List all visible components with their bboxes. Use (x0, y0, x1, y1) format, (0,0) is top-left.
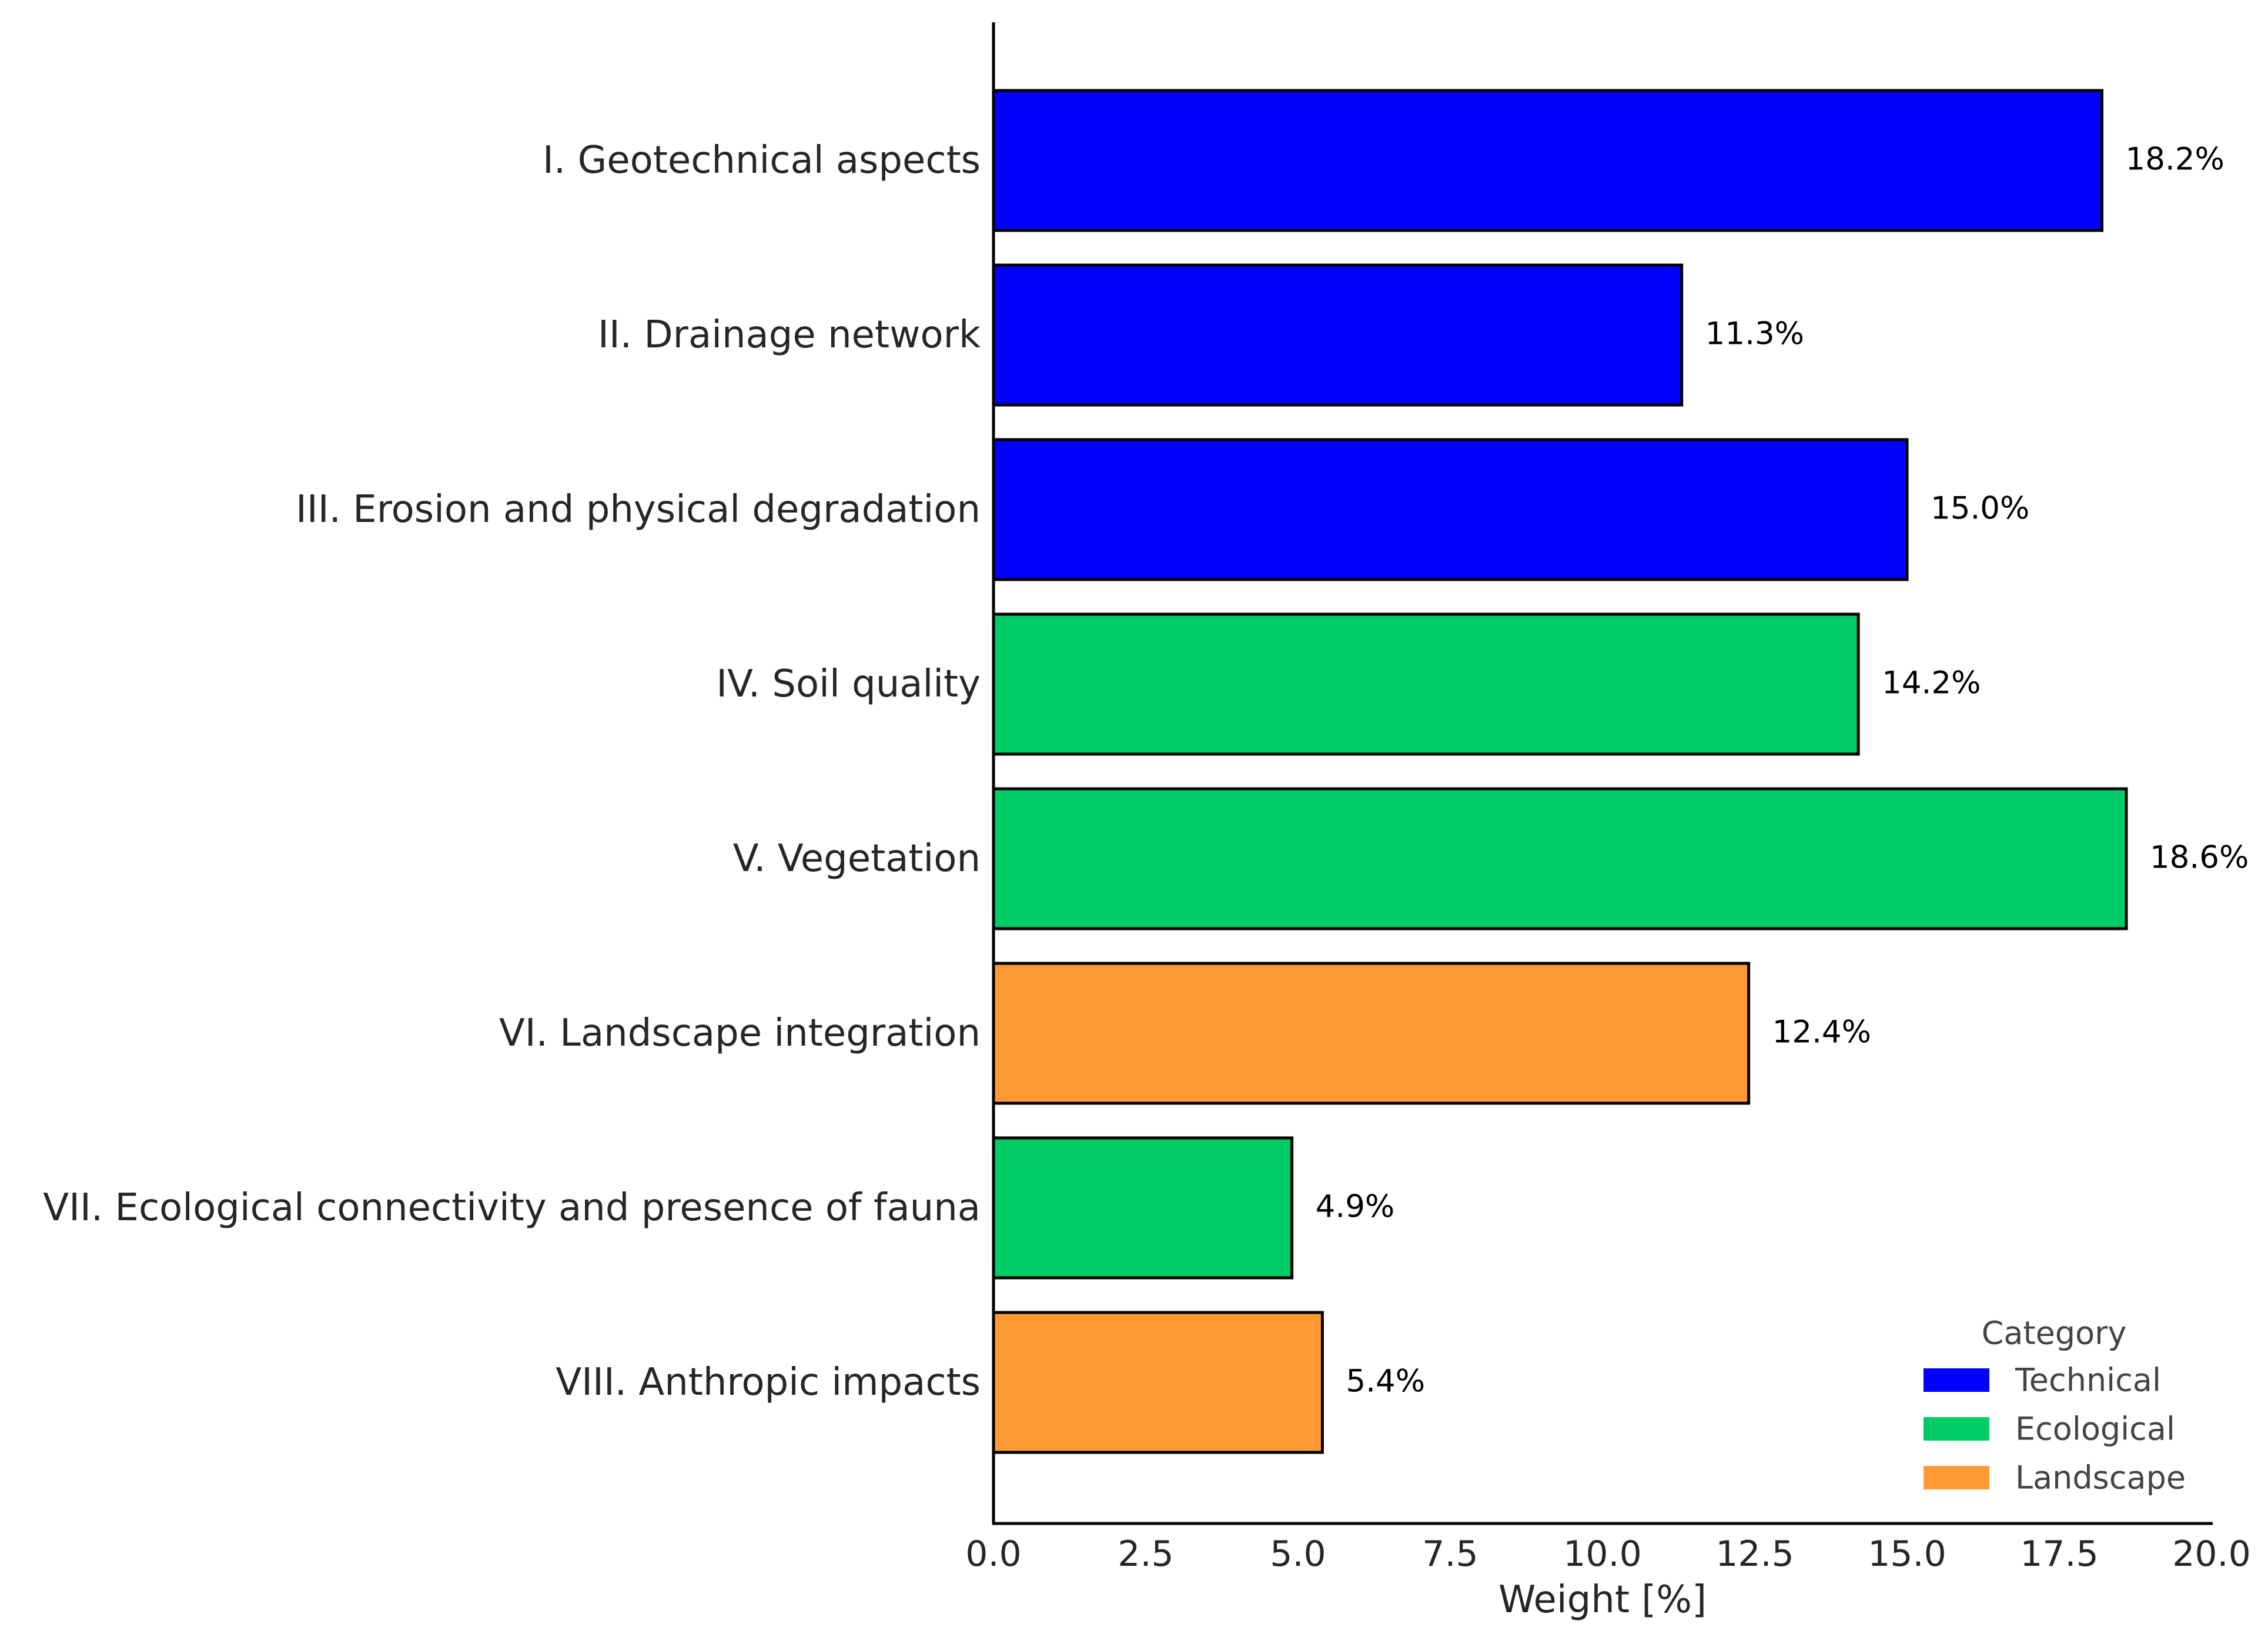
legend-label-landscape: Landscape (2015, 1459, 2186, 1496)
category-label-5: V. Vegetation (733, 837, 981, 880)
bar-1 (992, 89, 2104, 232)
category-label-8: VIII. Anthropic impacts (556, 1361, 981, 1404)
legend-swatch-technical (1924, 1368, 1989, 1392)
legend: Category Technical Ecological Landscape (1924, 1315, 2186, 1496)
x-tick-label-2: 2.5 (1118, 1533, 1173, 1575)
value-label-1: 18.2% (2126, 142, 2224, 178)
bar-2 (992, 263, 1684, 407)
legend-label-ecological: Ecological (2015, 1411, 2175, 1448)
category-label-1: I. Geotechnical aspects (543, 139, 981, 182)
x-tick-label-5: 10.0 (1563, 1533, 1642, 1575)
bars-layer (992, 89, 2128, 1454)
legend-label-technical: Technical (2015, 1362, 2161, 1399)
x-axis-title: Weight [%] (1498, 1578, 1707, 1622)
x-tick-label-4: 7.5 (1422, 1533, 1478, 1575)
value-label-6: 12.4% (1772, 1014, 1871, 1050)
value-label-8: 5.4% (1346, 1364, 1425, 1399)
category-label-7: VII. Ecological connectivity and presenc… (43, 1186, 981, 1230)
legend-swatch-landscape (1924, 1466, 1989, 1489)
bar-8 (992, 1311, 1324, 1454)
category-label-3: III. Erosion and physical degradation (296, 488, 981, 531)
x-tick-label-8: 17.5 (2020, 1533, 2099, 1575)
value-label-7: 4.9% (1316, 1189, 1395, 1225)
value-label-3: 15.0% (1931, 491, 2029, 527)
bar-5 (992, 787, 2128, 930)
category-label-6: VI. Landscape integration (499, 1012, 981, 1055)
value-label-5: 18.6% (2150, 840, 2249, 876)
x-tick-label-3: 5.0 (1270, 1533, 1326, 1575)
bar-7 (992, 1136, 1294, 1280)
value-label-2: 11.3% (1705, 316, 1804, 352)
x-tick-label-9: 20.0 (2172, 1533, 2251, 1575)
x-tick-label-7: 15.0 (1868, 1533, 1946, 1575)
x-tick-label-6: 12.5 (1715, 1533, 1794, 1575)
category-label-4: IV. Soil quality (716, 662, 981, 706)
legend-title: Category (1982, 1315, 2127, 1352)
value-label-4: 14.2% (1882, 665, 1981, 701)
axes-layer: I. Geotechnical aspects 18.2% II. Drainage… (43, 22, 2251, 1622)
bar-6 (992, 962, 1751, 1105)
category-label-2: II. Drainage network (598, 313, 981, 357)
bar-4 (992, 612, 1860, 756)
bar-3 (992, 438, 1909, 581)
legend-swatch-ecological (1924, 1417, 1989, 1441)
x-tick-label-1: 0.0 (965, 1533, 1021, 1575)
